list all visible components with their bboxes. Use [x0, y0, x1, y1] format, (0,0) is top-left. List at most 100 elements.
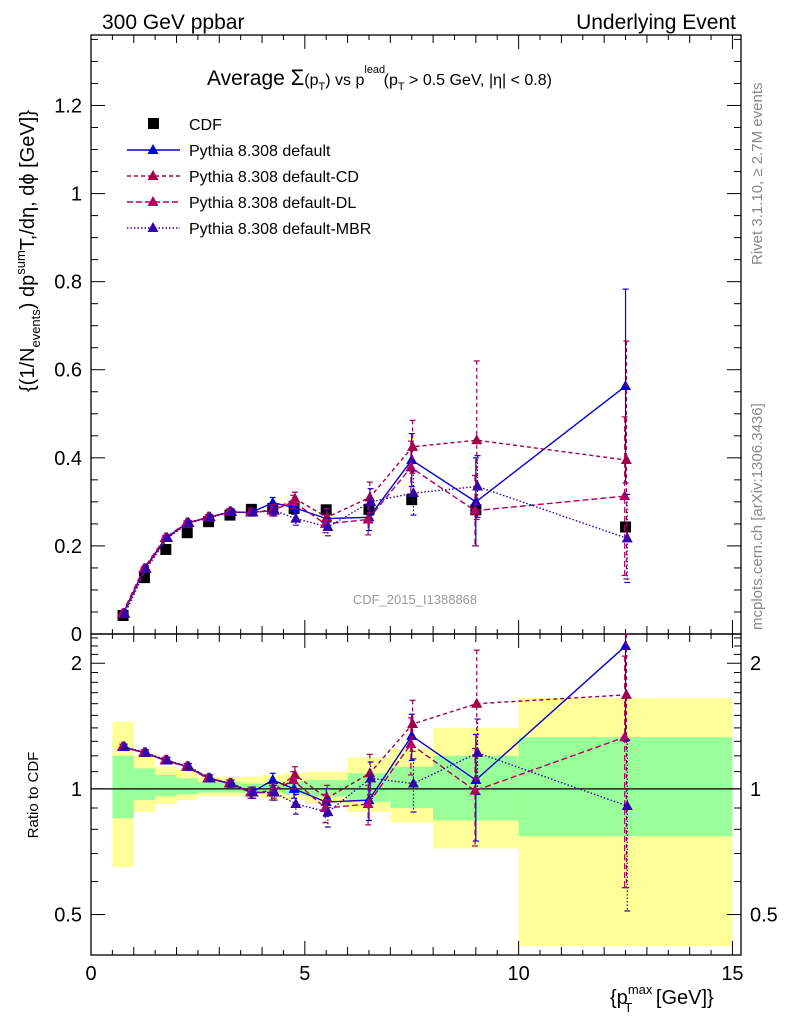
- band-inner: [518, 737, 733, 837]
- cdf-point: [406, 494, 418, 506]
- series-line: [123, 439, 627, 615]
- ratio-point: [364, 767, 376, 778]
- mcplots-label: mcplots.cern.ch [arXiv:1306.3436]: [749, 403, 766, 630]
- x-tick-label: 15: [721, 963, 743, 985]
- xlabel-part-a: {p: [610, 987, 628, 1009]
- legend-marker-triangle: [147, 144, 159, 154]
- legend: CDF Pythia 8.308 default Pythia 8.308 defa…: [127, 117, 371, 238]
- band-inner: [133, 768, 156, 801]
- ratio-point: [470, 774, 482, 785]
- analysis-watermark: CDF_2015_I1388868: [353, 592, 477, 607]
- legend-item-0: CDF: [148, 117, 222, 134]
- title-close: ): [325, 72, 330, 89]
- series-line: [124, 485, 628, 615]
- ratio-point: [204, 772, 216, 783]
- x-tick-label: 0: [85, 963, 96, 985]
- ratio-y-tick-label-right: 1: [750, 779, 761, 801]
- y-tick-label: 1: [71, 184, 82, 206]
- mc-point: [119, 607, 131, 618]
- legend-item-4: Pythia 8.308 default-MBR: [127, 221, 371, 238]
- mc-point: [247, 506, 259, 517]
- ratio-point: [619, 731, 631, 742]
- axes: 0 5 10 15 0 0.2 0.4 0.6 0.8 1 1.2 0.5 0.5 1 1 2 2: [54, 34, 778, 985]
- cdf-point: [181, 527, 193, 539]
- ratio-line: [123, 694, 627, 800]
- ylabel-part-b: ) dp: [17, 275, 39, 309]
- ratio-y-tick-label: 0.5: [54, 905, 82, 927]
- ratio-point: [247, 786, 259, 797]
- ratio-point: [620, 688, 632, 699]
- mc-point: [364, 491, 376, 502]
- main-y-label: {(1/Nevents) dpsumT,/dη, dϕ [GeV]}: [13, 110, 43, 392]
- ratio-bands: [112, 698, 733, 947]
- ratio-point: [621, 799, 633, 810]
- ratio-point: [140, 746, 152, 757]
- y-tick-label: 0: [71, 624, 82, 646]
- legend-marker-square: [148, 118, 159, 129]
- ratio-point: [471, 697, 483, 708]
- ratio-point: [322, 806, 334, 817]
- cdf-point: [160, 543, 172, 555]
- band-inner: [155, 774, 177, 797]
- legend-label: Pythia 8.308 default-DL: [189, 195, 356, 212]
- title-prefix: Average: [207, 67, 291, 90]
- title-cut-rest: > 0.5 GeV, |η| < 0.8): [405, 72, 552, 89]
- cdf-point: [203, 516, 215, 528]
- mc-point: [268, 504, 280, 515]
- xlabel-part-b: [GeV]}: [650, 987, 714, 1009]
- ylabel-sub-events: events: [28, 309, 43, 348]
- mc-point: [204, 511, 216, 522]
- ratio-point: [119, 740, 131, 751]
- main-series: [116, 288, 633, 622]
- x-tick-label: 5: [299, 963, 310, 985]
- ratio-point: [287, 774, 299, 785]
- series-2: [118, 340, 632, 618]
- ratio-series: [116, 633, 633, 912]
- title-cut-sub: T: [398, 81, 405, 93]
- mc-point: [321, 511, 333, 522]
- ylabel-sup-sum: sum: [13, 250, 28, 275]
- mc-point: [322, 520, 334, 531]
- mc-point: [162, 531, 174, 542]
- xlabel-sup-max: max: [628, 982, 653, 997]
- x-axis-label: {pmax T [GeV]}: [610, 982, 714, 1015]
- band-inner: [304, 780, 348, 797]
- xlabel-sub-t: T: [624, 1000, 632, 1015]
- series-4: [119, 455, 633, 618]
- ratio-point: [162, 754, 174, 765]
- title-cut: (p: [379, 72, 398, 89]
- ratio-y-tick-label-right: 2: [750, 653, 761, 675]
- y-tick-label: 1.2: [54, 95, 82, 117]
- ratio-point: [620, 639, 632, 650]
- mc-point: [226, 505, 238, 516]
- ratio-point: [469, 784, 481, 795]
- rivet-label: Rivet 3.1.10, ≥ 2.7M events: [749, 83, 766, 266]
- mc-point: [472, 480, 484, 491]
- ratio-frame: [90, 633, 742, 956]
- ratio-y-tick-label-right: 0.5: [750, 905, 778, 927]
- y-tick-label: 0.4: [54, 448, 82, 470]
- mc-point: [621, 532, 633, 543]
- ylabel-part-a: {(1/N: [17, 348, 39, 392]
- ratio-point: [183, 760, 195, 771]
- legend-item-1: Pythia 8.308 default: [127, 143, 331, 160]
- band-inner: [176, 778, 198, 795]
- mc-point: [620, 454, 632, 465]
- legend-label: Pythia 8.308 default: [189, 143, 331, 160]
- cdf-point: [138, 572, 150, 584]
- header-right: Underlying Event: [576, 11, 736, 34]
- ratio-point: [472, 746, 484, 757]
- ratio-point: [321, 792, 333, 803]
- cdf-point: [620, 521, 632, 533]
- ylabel-part-c: T,/dη, dϕ [GeV]}: [17, 110, 39, 250]
- ratio-series-3: [119, 718, 633, 912]
- series-1: [117, 288, 632, 618]
- legend-label: Pythia 8.308 default-CD: [189, 169, 359, 186]
- mc-point: [287, 495, 299, 506]
- legend-item-3: Pythia 8.308 default-DL: [127, 195, 356, 212]
- ratio-point: [288, 782, 300, 793]
- mc-point: [183, 517, 195, 528]
- mc-point: [140, 562, 152, 573]
- ratio-y-label: Ratio to CDF: [25, 752, 42, 839]
